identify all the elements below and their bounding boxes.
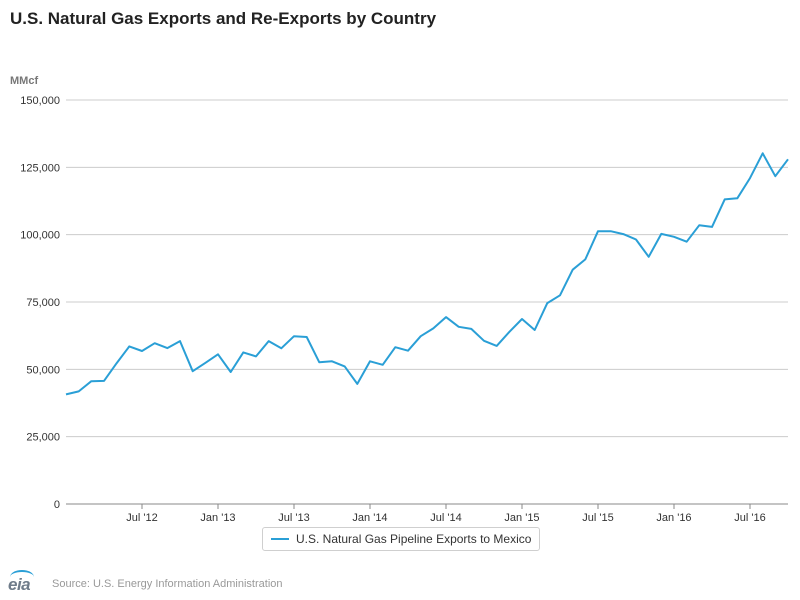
data-point[interactable] (264, 336, 274, 346)
data-point[interactable] (542, 298, 552, 308)
data-point[interactable] (618, 229, 628, 239)
x-tick-label: Jul '14 (430, 512, 461, 524)
data-point[interactable] (86, 376, 96, 386)
gridlines (66, 99, 788, 438)
data-point[interactable] (213, 349, 223, 359)
data-point[interactable] (555, 290, 565, 300)
data-point[interactable] (783, 154, 793, 164)
data-point[interactable] (517, 314, 527, 324)
data-point[interactable] (416, 331, 426, 341)
data-point[interactable] (720, 194, 730, 204)
data-point[interactable] (99, 376, 109, 386)
data-point[interactable] (454, 322, 464, 332)
data-point[interactable] (327, 356, 337, 366)
data-point[interactable] (188, 366, 198, 376)
y-tick-label: 150,000 (20, 95, 60, 107)
data-point[interactable] (251, 351, 261, 361)
data-point[interactable] (694, 220, 704, 230)
data-point[interactable] (631, 235, 641, 245)
data-point[interactable] (669, 232, 679, 242)
legend[interactable]: U.S. Natural Gas Pipeline Exports to Mex… (262, 527, 541, 551)
data-point[interactable] (732, 193, 742, 203)
data-point[interactable] (606, 226, 616, 236)
eia-logo: eia (8, 570, 42, 594)
data-point[interactable] (302, 332, 312, 342)
data-point[interactable] (530, 325, 540, 335)
y-tick-label: 25,000 (26, 432, 60, 444)
chart-title: U.S. Natural Gas Exports and Re-Exports … (10, 9, 437, 28)
x-tick-label: Jan '13 (200, 512, 235, 524)
eia-logo-text: eia (8, 575, 31, 594)
x-tick-label: Jul '16 (734, 512, 765, 524)
data-point[interactable] (61, 389, 71, 399)
data-point[interactable] (644, 252, 654, 262)
y-tick-label: 50,000 (26, 364, 60, 376)
data-point[interactable] (352, 379, 362, 389)
data-point[interactable] (707, 222, 717, 232)
data-point[interactable] (137, 346, 147, 356)
data-point[interactable] (504, 327, 514, 337)
data-point[interactable] (466, 324, 476, 334)
data-point[interactable] (150, 338, 160, 348)
data-point[interactable] (314, 357, 324, 367)
data-point[interactable] (656, 229, 666, 239)
data-point[interactable] (365, 356, 375, 366)
y-tick-label: 0 (54, 499, 60, 511)
x-tick-label: Jan '15 (504, 512, 539, 524)
x-tick-label: Jan '14 (352, 512, 387, 524)
legend-swatch-line (271, 538, 289, 540)
series-layer (61, 148, 793, 399)
data-point[interactable] (340, 361, 350, 371)
y-tick-label: 75,000 (26, 297, 60, 309)
y-tick-label: 125,000 (20, 162, 60, 174)
data-point[interactable] (112, 358, 122, 368)
y-axis-label: MMcf (10, 75, 38, 87)
data-point[interactable] (200, 358, 210, 368)
x-axis: Jul '12 Jan '13 Jul '13 Jan '14 Jul '14 Jan '… (66, 503, 788, 524)
data-point[interactable] (758, 148, 768, 158)
x-tick-label: Jul '12 (126, 512, 157, 524)
data-point[interactable] (479, 336, 489, 346)
data-point[interactable] (74, 386, 84, 396)
y-axis-ticks: 0 25,000 50,000 75,000 100,000 125,000 150,000 (20, 95, 60, 511)
data-point[interactable] (226, 367, 236, 377)
footer: eia Source: U.S. Energy Information Admi… (8, 570, 283, 594)
data-point[interactable] (568, 265, 578, 275)
x-tick-label: Jul '13 (278, 512, 309, 524)
series-line-mexico-pipeline-exports[interactable] (65, 152, 789, 396)
data-point[interactable] (238, 347, 248, 357)
data-point[interactable] (745, 173, 755, 183)
data-point[interactable] (770, 171, 780, 181)
data-point[interactable] (390, 342, 400, 352)
data-point[interactable] (593, 226, 603, 236)
x-tick-label: Jul '15 (582, 512, 613, 524)
data-point[interactable] (428, 323, 438, 333)
data-point[interactable] (378, 360, 388, 370)
data-point[interactable] (441, 312, 451, 322)
source-note: Source: U.S. Energy Information Administ… (52, 578, 283, 590)
data-point[interactable] (175, 336, 185, 346)
y-tick-label: 100,000 (20, 230, 60, 242)
data-point[interactable] (580, 254, 590, 264)
data-point[interactable] (124, 341, 134, 351)
data-point[interactable] (276, 343, 286, 353)
data-point[interactable] (289, 331, 299, 341)
data-point[interactable] (403, 346, 413, 356)
eia-logo-arc-icon (10, 570, 34, 584)
x-tick-label: Jan '16 (656, 512, 691, 524)
data-point[interactable] (682, 237, 692, 247)
legend-label: U.S. Natural Gas Pipeline Exports to Mex… (296, 532, 532, 546)
data-point[interactable] (492, 341, 502, 351)
data-point[interactable] (162, 343, 172, 353)
